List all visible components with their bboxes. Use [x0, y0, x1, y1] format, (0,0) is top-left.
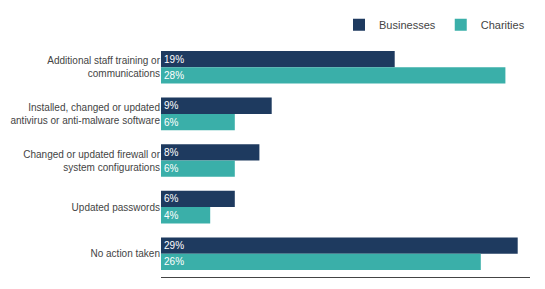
svg-text:19%: 19% — [164, 54, 184, 65]
svg-text:No action taken: No action taken — [91, 248, 161, 259]
svg-text:6%: 6% — [164, 163, 179, 174]
svg-text:8%: 8% — [164, 147, 179, 158]
svg-text:4%: 4% — [164, 210, 179, 221]
svg-text:28%: 28% — [164, 70, 184, 81]
svg-text:Businesses: Businesses — [379, 19, 436, 31]
svg-text:6%: 6% — [164, 193, 179, 204]
svg-text:29%: 29% — [164, 240, 184, 251]
svg-text:Charities: Charities — [481, 19, 525, 31]
svg-text:6%: 6% — [164, 117, 179, 128]
svg-text:Changed or updated firewall or: Changed or updated firewall orsystem con… — [23, 149, 160, 173]
svg-text:Installed, changed or updateda: Installed, changed or updatedantivirus o… — [11, 102, 161, 126]
svg-text:Updated passwords: Updated passwords — [72, 202, 160, 213]
svg-text:Additional staff training orco: Additional staff training orcommunicatio… — [47, 55, 160, 79]
svg-text:9%: 9% — [164, 100, 179, 111]
svg-text:26%: 26% — [164, 256, 184, 267]
